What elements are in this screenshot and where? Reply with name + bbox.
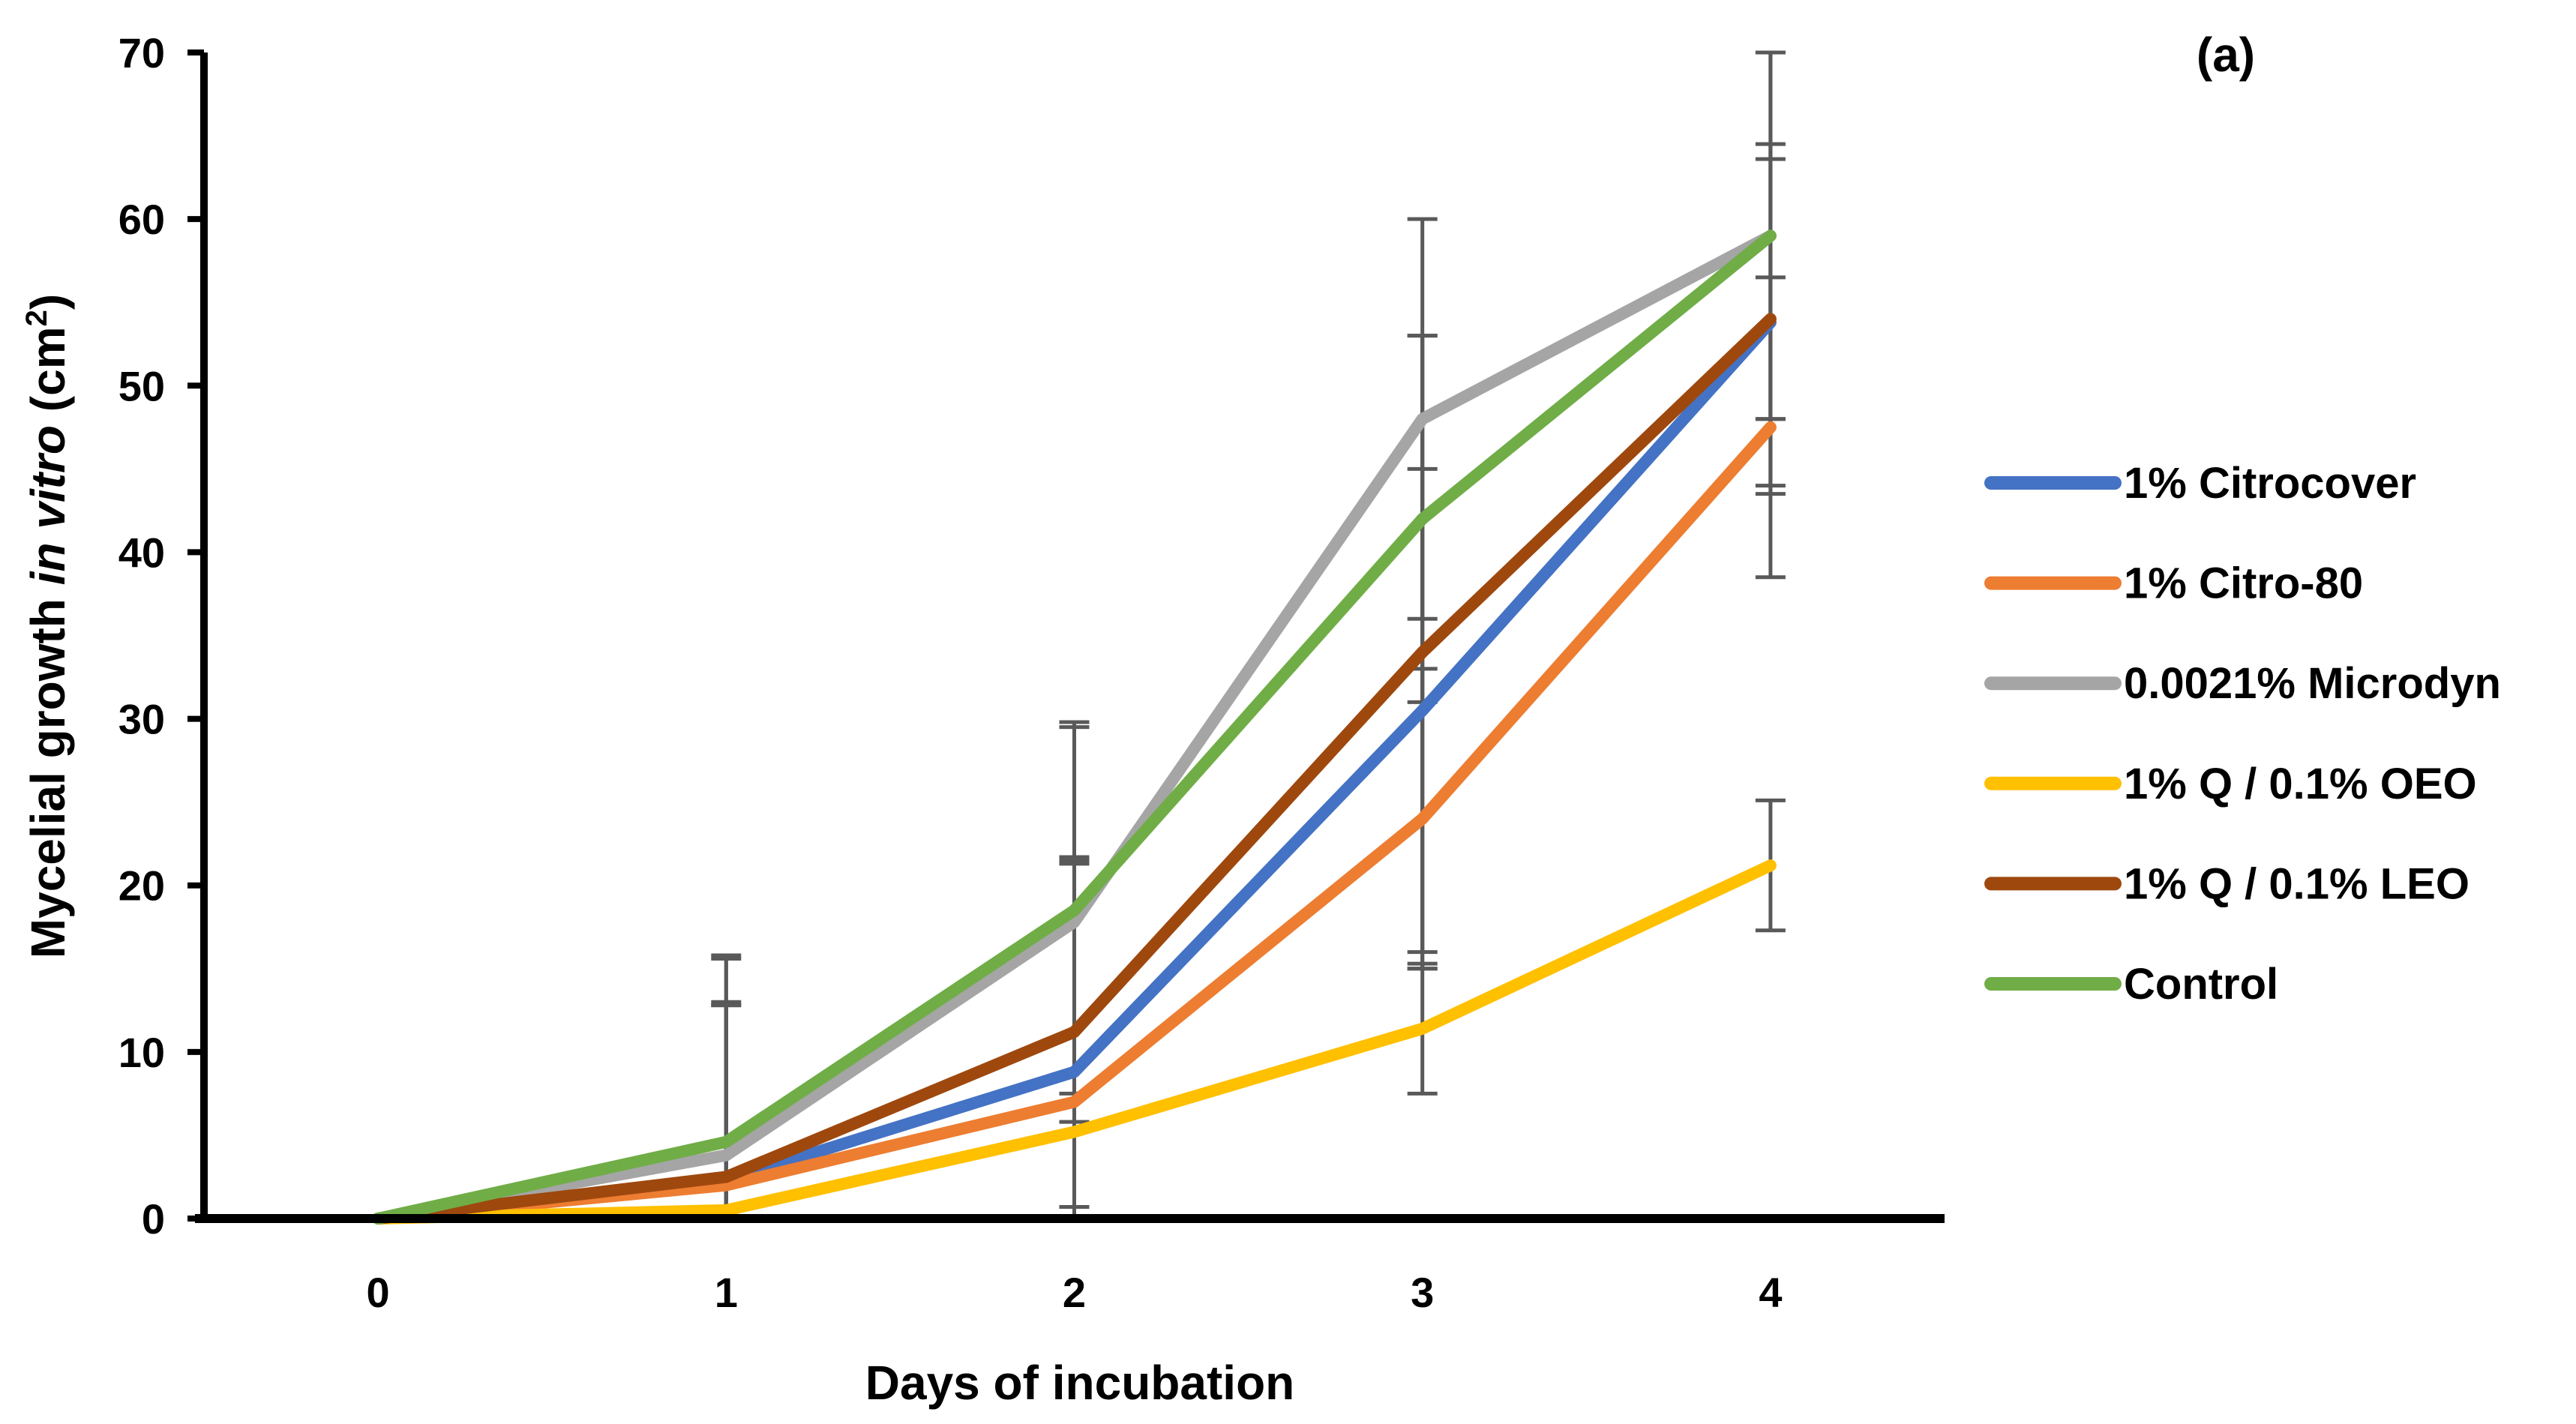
y-tick-label-1: 10 bbox=[118, 1029, 165, 1076]
legend: 1% Citrocover 1% Citro-80 0.0021% Microdyn… bbox=[1984, 459, 2501, 1009]
y-tick-label-6: 60 bbox=[118, 196, 165, 243]
x-tick-label-1: 1 bbox=[715, 1269, 738, 1316]
legend-label-4: 1% Q / 0.1% LEO bbox=[2124, 859, 2470, 908]
data-point-0-2 bbox=[1072, 1070, 1076, 1074]
data-point-3-1 bbox=[724, 1208, 728, 1212]
y-tick-label-7: 70 bbox=[118, 29, 165, 76]
panel-label: (a) bbox=[2197, 28, 2255, 82]
data-point-4-4 bbox=[1768, 317, 1772, 321]
y-tick-label-4: 40 bbox=[118, 529, 165, 576]
data-point-1-2 bbox=[1072, 1100, 1076, 1104]
data-point-3-4 bbox=[1768, 864, 1772, 868]
data-point-1-1 bbox=[724, 1183, 728, 1187]
data-point-2-3 bbox=[1420, 417, 1424, 421]
data-point-5-2 bbox=[1072, 909, 1076, 913]
legend-label-2: 0.0021% Microdyn bbox=[2124, 659, 2501, 708]
data-point-5-4 bbox=[1768, 234, 1772, 238]
data-point-5-3 bbox=[1420, 517, 1424, 520]
y-axis-title-suffix: (cm bbox=[21, 326, 75, 425]
y-axis-title-superscript: 2 bbox=[20, 310, 53, 326]
data-point-4-2 bbox=[1072, 1030, 1076, 1034]
legend-label-1: 1% Citro-80 bbox=[2124, 559, 2363, 608]
plot-area bbox=[372, 50, 1786, 1225]
legend-label-3: 1% Q / 0.1% OEO bbox=[2124, 760, 2477, 808]
y-tick-label-0: 0 bbox=[142, 1195, 165, 1243]
x-tick-label-4: 4 bbox=[1759, 1269, 1782, 1316]
y-tick-label-3: 30 bbox=[118, 696, 165, 743]
x-axis-title: Days of incubation bbox=[865, 1356, 1295, 1410]
data-point-3-3 bbox=[1420, 1027, 1424, 1030]
data-point-3-2 bbox=[1072, 1130, 1076, 1134]
x-tick-label-2: 2 bbox=[1063, 1269, 1086, 1316]
y-axis-title-close: ) bbox=[21, 294, 75, 310]
y-axis-title-italic: in vitro bbox=[21, 425, 75, 585]
data-point-1-3 bbox=[1420, 817, 1424, 820]
x-tick-label-3: 3 bbox=[1411, 1269, 1434, 1316]
data-point-5-1 bbox=[724, 1140, 728, 1144]
data-point-1-4 bbox=[1768, 425, 1772, 429]
legend-label-5: Control bbox=[2124, 960, 2278, 1009]
y-axis-title-prefix: Mycelial growth bbox=[21, 585, 75, 958]
data-point-4-1 bbox=[724, 1175, 728, 1179]
data-point-2-2 bbox=[1072, 920, 1076, 924]
x-tick-label-0: 0 bbox=[367, 1269, 390, 1316]
y-tick-label-5: 50 bbox=[118, 362, 165, 409]
axes: 0 10 20 30 40 50 60 70 0 1 2 3 4 bbox=[118, 29, 1945, 1316]
data-point-2-1 bbox=[724, 1153, 728, 1157]
data-point-0-3 bbox=[1420, 709, 1424, 712]
legend-label-0: 1% Citrocover bbox=[2124, 459, 2416, 508]
data-point-4-3 bbox=[1420, 650, 1424, 654]
y-axis-title: Mycelial growth in vitro (cm2) bbox=[20, 294, 75, 958]
y-tick-label-2: 20 bbox=[118, 862, 165, 910]
